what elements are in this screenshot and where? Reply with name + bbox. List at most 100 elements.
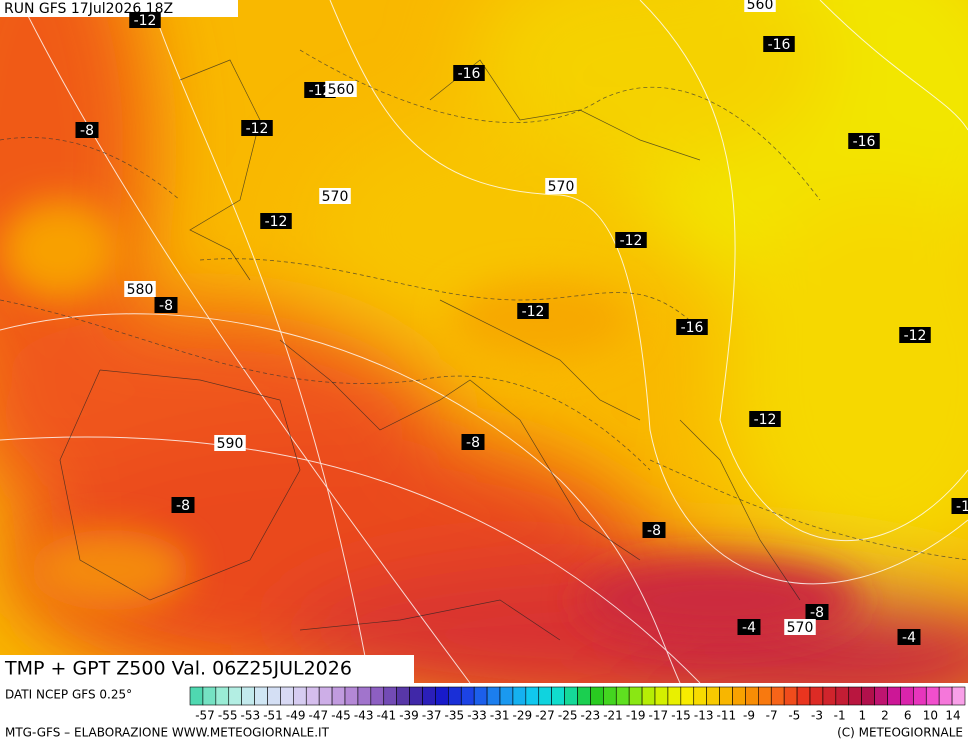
temperature-label: -8 xyxy=(647,523,661,539)
temperature-label-box xyxy=(615,232,647,248)
colorbar-label: -17 xyxy=(649,709,669,723)
temperature-label-box xyxy=(260,213,292,229)
colorbar-label: -27 xyxy=(535,709,555,723)
height-label-box xyxy=(214,435,246,451)
temperature-label-box xyxy=(763,36,795,52)
temperature-label: -12 xyxy=(620,233,643,249)
colorbar-swatch xyxy=(331,686,346,706)
colorbar-swatch xyxy=(538,686,552,706)
colorbar-swatch xyxy=(422,686,436,706)
colorbar-label: -47 xyxy=(309,709,329,723)
colorbar-swatch xyxy=(603,686,617,706)
colorbar-swatch xyxy=(318,686,333,706)
colorbar-label: -19 xyxy=(626,709,646,723)
colorbar-label: -53 xyxy=(241,709,261,723)
temperature-label-box xyxy=(75,122,99,138)
temperature-label-box xyxy=(517,303,549,319)
temperature-label-box xyxy=(749,411,781,427)
colorbar-label: -39 xyxy=(399,709,419,723)
colorbar-swatch xyxy=(564,686,578,706)
colorbar-swatch xyxy=(758,686,772,706)
colorbar-label: -51 xyxy=(263,709,283,723)
colorbar-label: -49 xyxy=(286,709,306,723)
colorbar-swatch xyxy=(435,686,449,706)
height-label: 580 xyxy=(127,282,154,298)
colorbar-swatch xyxy=(654,686,669,706)
colorbar-swatch xyxy=(254,686,268,706)
header-box xyxy=(0,0,238,17)
title-box xyxy=(0,655,414,683)
colorbar-swatch xyxy=(370,686,385,706)
temperature-label: -12 xyxy=(265,214,288,230)
colorbar-swatch xyxy=(822,686,837,706)
height-label: 570 xyxy=(322,189,349,205)
colorbar-label: -57 xyxy=(195,709,215,723)
colorbar-swatch xyxy=(783,686,798,706)
colorbar-swatch xyxy=(770,686,785,706)
height-label-box xyxy=(325,81,357,97)
temperature-label: -8 xyxy=(810,605,824,621)
colorbar-swatch xyxy=(512,686,527,706)
height-label: 560 xyxy=(747,0,774,13)
temperature-label: -8 xyxy=(466,435,480,451)
colorbar-label: 2 xyxy=(881,709,889,723)
colorbar-swatch xyxy=(499,686,514,706)
colorbar-swatch xyxy=(706,686,720,706)
colorbar-swatch xyxy=(460,686,475,706)
source-label: DATI NCEP GFS 0.25° xyxy=(5,688,132,702)
colorbar-swatch xyxy=(525,686,540,706)
colorbar-swatch xyxy=(900,686,914,706)
colorbar-swatch xyxy=(680,686,695,706)
temperature-label-box xyxy=(461,434,485,450)
temperature-label-box xyxy=(805,604,829,620)
colorbar-label: -1 xyxy=(834,709,846,723)
colorbar-swatch xyxy=(383,686,397,706)
colorbar-label: -31 xyxy=(490,709,510,723)
temperature-label: -4 xyxy=(902,630,916,646)
colorbar-swatch xyxy=(809,686,824,706)
colorbar-swatch xyxy=(835,686,850,706)
colorbar-swatch xyxy=(577,686,591,706)
colorbar-swatch xyxy=(215,686,230,706)
colorbar-swatch xyxy=(796,686,811,706)
colorbar-label: -37 xyxy=(422,709,442,723)
colorbar-swatch xyxy=(241,686,255,706)
colorbar-swatch xyxy=(874,686,888,706)
colorbar-swatch xyxy=(357,686,372,706)
colorbar-swatch xyxy=(409,686,423,706)
temperature-label: -16 xyxy=(458,66,481,82)
temperature-label-box xyxy=(951,498,968,514)
temperature-label: -12 xyxy=(904,328,927,344)
temperature-label-box xyxy=(642,522,666,538)
colorbar-swatch xyxy=(280,686,294,706)
colorbar-swatch xyxy=(732,686,746,706)
temperature-label-box xyxy=(154,297,178,313)
temperature-label: -16 xyxy=(853,134,876,150)
colorbar-swatch xyxy=(719,686,733,706)
height-label-box xyxy=(319,188,351,204)
height-label-box xyxy=(124,281,156,297)
colorbar-swatch xyxy=(925,686,940,706)
colorbar-swatch xyxy=(615,686,630,706)
colorbar-label: 14 xyxy=(945,709,960,723)
colorbar-swatch xyxy=(293,686,307,706)
colorbar-label: -9 xyxy=(743,709,755,723)
colorbar-swatch xyxy=(202,686,217,706)
height-label-box xyxy=(545,178,577,194)
colorbar-label: -11 xyxy=(717,709,737,723)
temperature-label: -12 xyxy=(754,412,777,428)
height-label: 570 xyxy=(787,620,814,636)
temperature-label-box xyxy=(737,619,761,635)
height-label-box xyxy=(744,0,776,12)
colorbar-swatch xyxy=(473,686,488,706)
colorbar-label: -3 xyxy=(811,709,823,723)
temperature-label-box xyxy=(171,497,195,513)
temperature-label: -8 xyxy=(159,298,173,314)
temperature-label: -16 xyxy=(681,320,704,336)
colorbar-swatch xyxy=(551,686,565,706)
temperature-label-box xyxy=(899,327,931,343)
colorbar-label: -43 xyxy=(354,709,374,723)
colorbar-swatch xyxy=(745,686,759,706)
temperature-label: -1 xyxy=(956,499,968,515)
